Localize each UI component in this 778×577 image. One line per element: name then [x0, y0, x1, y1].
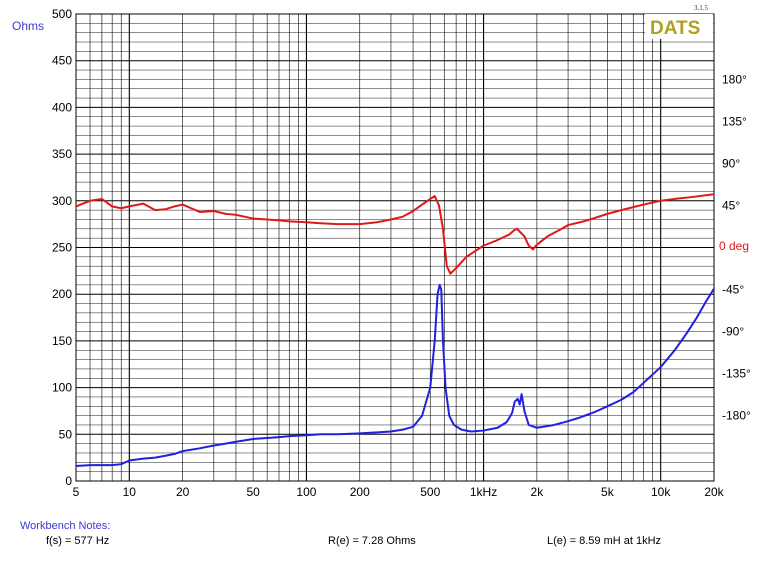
dats-logo: DATS: [650, 18, 700, 39]
x-tick-label: 20k: [704, 485, 724, 499]
left-tick-label: 150: [52, 334, 72, 348]
left-tick-label: 100: [52, 381, 72, 395]
x-tick-label: 100: [296, 485, 316, 499]
grid-minor: [76, 23, 714, 472]
right-tick-label: 180°: [722, 72, 747, 86]
x-tick-label: 1kHz: [470, 485, 497, 499]
right-tick-label: -90°: [722, 325, 744, 339]
left-tick-label: 200: [52, 287, 72, 301]
x-tick-label: 10: [123, 485, 137, 499]
x-tick-label: 50: [246, 485, 260, 499]
series-layer: [75, 193, 715, 468]
right-tick-label: 90°: [722, 156, 740, 170]
right-tick-label: -45°: [722, 283, 744, 297]
x-tick-label: 10k: [651, 485, 671, 499]
left-tick-label: 250: [52, 241, 72, 255]
right-axis-labels: 180° 135° 90° 45° -45° -90° -135° -180°: [722, 72, 751, 422]
impedance-phase-chart: 5 10 20 50 100 200 500 1kHz 2k 5k 10k 20k 0 50 100 150…: [12, 7, 751, 499]
left-tick-label: 350: [52, 147, 72, 161]
left-axis-unit-label: Ohms: [12, 19, 44, 33]
right-tick-label: -135°: [722, 367, 751, 381]
x-tick-label: 5k: [601, 485, 615, 499]
left-tick-label: 500: [52, 7, 72, 21]
x-tick-label: 2k: [531, 485, 545, 499]
x-axis-labels: 5 10 20 50 100 200 500 1kHz 2k 5k 10k 20k: [73, 485, 725, 499]
version-label: 3.1.5: [694, 4, 708, 12]
left-tick-label: 0: [65, 474, 72, 488]
left-tick-label: 50: [59, 427, 73, 441]
logo-background: [645, 14, 713, 39]
right-tick-label: -180°: [722, 409, 751, 423]
right-tick-label: 45°: [722, 198, 740, 212]
x-tick-label: 500: [420, 485, 440, 499]
workbench-notes-title: Workbench Notes:: [20, 520, 111, 532]
left-tick-label: 400: [52, 100, 72, 114]
le-value: L(e) = 8.59 mH at 1kHz: [547, 535, 662, 547]
left-tick-label: 450: [52, 54, 72, 68]
left-axis-labels: 0 50 100 150 200 250 300 350 400 450 500: [52, 7, 72, 488]
right-tick-label: 135°: [722, 114, 747, 128]
plot-frame: [75, 13, 715, 482]
x-tick-label: 5: [73, 485, 80, 499]
right-axis-unit-label: 0 deg: [719, 239, 749, 253]
grid-major: [76, 14, 714, 481]
phase-curve: [75, 193, 715, 275]
x-tick-label: 200: [350, 485, 370, 499]
x-tick-label: 20: [176, 485, 190, 499]
left-tick-label: 300: [52, 194, 72, 208]
impedance-curve: [75, 283, 715, 468]
re-value: R(e) = 7.28 Ohms: [328, 535, 416, 547]
fs-value: f(s) = 577 Hz: [46, 535, 110, 547]
